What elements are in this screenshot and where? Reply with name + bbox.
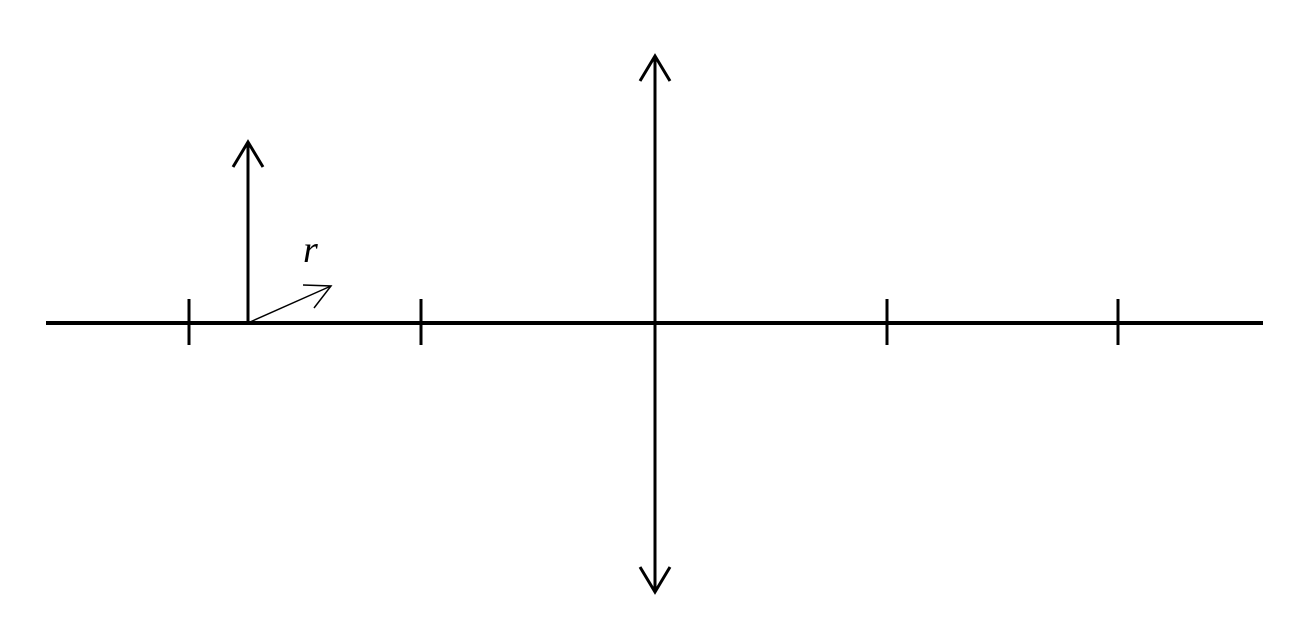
vector-r-arrowhead-icon [302,284,333,309]
vector-r-shaft [249,285,332,323]
object-arrow [231,139,265,323]
converging-lens [638,53,672,595]
vector-r: r [249,229,333,323]
object-arrow-head-icon [231,139,265,168]
lens-bottom-arrowhead-icon [638,566,672,595]
lens-top-arrowhead-icon [638,53,672,82]
vector-r-label: r [303,229,318,271]
